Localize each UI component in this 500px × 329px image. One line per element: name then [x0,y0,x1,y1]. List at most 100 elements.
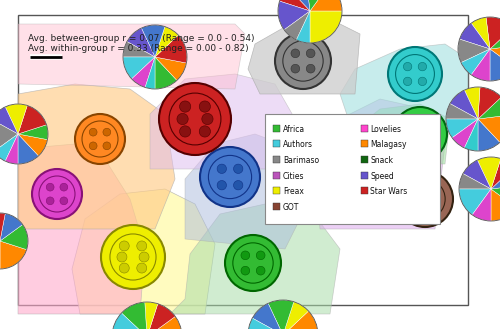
Bar [360,156,368,163]
Wedge shape [155,57,177,89]
Wedge shape [460,23,490,49]
Circle shape [180,101,191,112]
Bar [18,15,468,305]
Circle shape [256,251,265,260]
Polygon shape [185,134,310,249]
Wedge shape [292,145,315,177]
Wedge shape [292,177,305,209]
Text: Authors: Authors [283,140,313,149]
Wedge shape [450,90,478,119]
Wedge shape [346,150,374,174]
Wedge shape [127,28,155,57]
Text: Africa: Africa [283,124,305,134]
Bar [360,124,368,132]
Circle shape [200,147,260,207]
Circle shape [90,128,97,136]
Wedge shape [0,241,26,269]
Circle shape [117,252,127,262]
Circle shape [372,170,380,178]
Bar [273,203,280,210]
Wedge shape [147,304,176,329]
Text: Snack: Snack [370,156,394,165]
Wedge shape [306,0,329,11]
Circle shape [225,235,281,291]
Text: Malagasy: Malagasy [370,140,407,149]
Circle shape [291,64,300,73]
Polygon shape [72,189,215,314]
Circle shape [428,187,437,196]
Polygon shape [18,24,245,89]
Circle shape [397,171,453,227]
Wedge shape [18,125,48,139]
Circle shape [199,126,210,137]
Circle shape [404,63,412,71]
Circle shape [32,169,82,219]
Bar [360,187,368,194]
Circle shape [428,202,437,211]
Wedge shape [346,142,366,169]
Circle shape [177,114,188,125]
Wedge shape [446,119,478,138]
Circle shape [372,184,380,192]
Polygon shape [340,44,468,134]
Circle shape [413,187,422,196]
Circle shape [46,183,54,191]
Wedge shape [305,177,337,196]
Circle shape [386,184,394,192]
Wedge shape [471,49,490,81]
Circle shape [234,181,243,190]
Bar [265,114,440,224]
Circle shape [217,181,226,190]
Polygon shape [18,84,175,229]
Wedge shape [486,17,500,49]
Circle shape [357,155,409,207]
Wedge shape [123,41,155,57]
Text: Avg. between-group r = 0.07 (Range = 0.0 - 0.54): Avg. between-group r = 0.07 (Range = 0.0… [28,34,254,43]
Wedge shape [471,17,490,49]
Wedge shape [491,185,500,208]
Bar [273,172,280,179]
Text: Cities: Cities [283,172,304,181]
Wedge shape [283,302,308,329]
Circle shape [241,266,250,275]
Wedge shape [279,177,305,206]
Circle shape [423,137,432,146]
Circle shape [103,128,110,136]
Wedge shape [478,87,500,119]
Wedge shape [310,11,342,43]
Wedge shape [0,107,18,134]
Wedge shape [305,146,328,177]
Wedge shape [334,169,346,197]
Wedge shape [0,119,18,152]
Wedge shape [288,0,310,11]
Circle shape [139,252,149,262]
Circle shape [404,77,412,86]
Wedge shape [0,134,18,161]
Polygon shape [170,204,340,314]
Wedge shape [155,57,186,80]
Wedge shape [248,318,283,329]
Circle shape [137,241,146,251]
Wedge shape [446,104,478,119]
Text: Lovelies: Lovelies [370,124,402,134]
Wedge shape [490,45,500,68]
Wedge shape [464,119,478,151]
Circle shape [393,107,447,161]
Bar [360,140,368,147]
Wedge shape [145,302,158,329]
Circle shape [386,170,394,178]
Wedge shape [464,87,480,119]
Wedge shape [0,213,5,241]
Circle shape [101,225,165,289]
Wedge shape [132,57,155,88]
Circle shape [423,122,432,131]
Wedge shape [252,303,283,329]
Polygon shape [355,104,450,164]
Text: Speed: Speed [370,172,394,181]
Circle shape [413,202,422,211]
Wedge shape [5,104,28,134]
Circle shape [180,126,191,137]
Circle shape [217,164,226,173]
Wedge shape [112,313,147,329]
Wedge shape [123,57,155,79]
